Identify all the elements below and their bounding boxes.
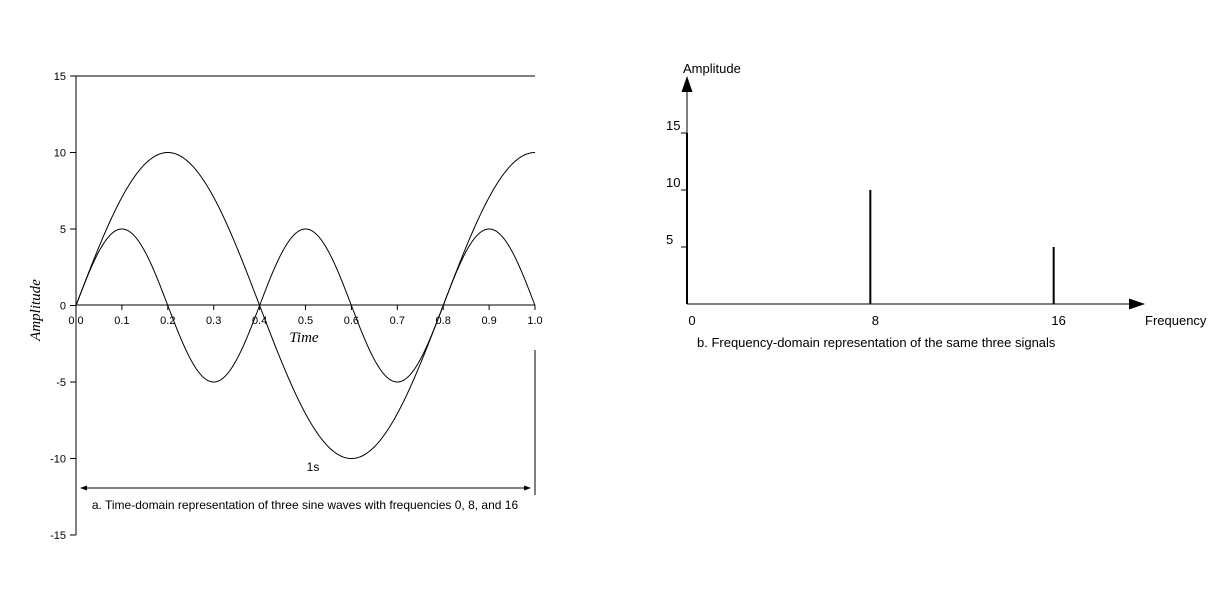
x-tick-label: 0.9 — [481, 315, 496, 327]
freq-y-tick-label: 15 — [666, 118, 680, 133]
time-domain-chart: 0.0 0.1 0.2 0.3 0.4 0.5 0.6 0.7 0.8 0.9 1.0 15 10 5 0… — [28, 71, 543, 542]
x-tick-label: 0.8 — [436, 315, 451, 327]
x-tick-label: 1.0 — [527, 315, 542, 327]
x-tick-label: 0.6 — [344, 315, 359, 327]
sine-wave-1 — [75, 151, 536, 460]
x-tick-label: 0.4 — [252, 315, 267, 327]
freq-x-tick-label: 16 — [1051, 313, 1065, 328]
y-tick-label: -15 — [50, 530, 66, 542]
x-tick-label: 0.2 — [160, 315, 175, 327]
y-tick-label: 15 — [54, 71, 66, 83]
y-tick-label: -10 — [50, 454, 66, 466]
duration-arrow-right-head — [524, 485, 531, 491]
duration-arrow-left-head — [80, 485, 87, 491]
frequency-domain-chart: Amplitude Frequency 15 10 5 0 8 16 b. Freque… — [666, 61, 1207, 350]
freq-chart-x-label: Frequency — [1145, 313, 1207, 328]
time-chart-caption: a. Time-domain representation of three s… — [92, 498, 519, 512]
freq-y-tick-label: 5 — [666, 232, 673, 247]
freq-chart-x-arrow-head — [1129, 298, 1145, 310]
freq-chart-bars — [686, 133, 1055, 304]
y-tick-label: 5 — [60, 224, 66, 236]
freq-chart-x-ticks: 0 8 16 — [688, 313, 1066, 328]
freq-chart-caption: b. Frequency-domain representation of th… — [697, 335, 1056, 350]
time-chart-x-label: Time — [289, 330, 319, 346]
time-chart-y-ticks: 15 10 5 0 -5 -10 -15 — [50, 71, 76, 542]
x-tick-label: 0.0 — [68, 315, 83, 327]
x-tick-label: 0.7 — [390, 315, 405, 327]
time-chart-x-ticks: 0.0 0.1 0.2 0.3 0.4 0.5 0.6 0.7 0.8 0.9 1.0 — [68, 305, 543, 327]
x-tick-label: 0.3 — [206, 315, 221, 327]
freq-y-tick-label: 10 — [666, 175, 680, 190]
freq-chart-y-arrow-head — [681, 76, 693, 92]
x-tick-label: 0.5 — [298, 315, 313, 327]
duration-label: 1s — [307, 460, 320, 474]
y-tick-label: -5 — [56, 377, 66, 389]
time-chart-series — [75, 151, 536, 460]
freq-x-tick-label: 8 — [872, 313, 879, 328]
freq-chart-y-label: Amplitude — [683, 61, 741, 76]
freq-chart-y-ticks: 15 10 5 — [666, 118, 687, 248]
y-tick-label: 0 — [60, 301, 66, 313]
time-chart-y-label: Amplitude — [28, 279, 44, 342]
x-tick-label: 0.1 — [114, 315, 129, 327]
sine-wave-2 — [75, 228, 536, 383]
y-tick-label: 10 — [54, 148, 66, 160]
freq-x-tick-label: 0 — [688, 313, 695, 328]
